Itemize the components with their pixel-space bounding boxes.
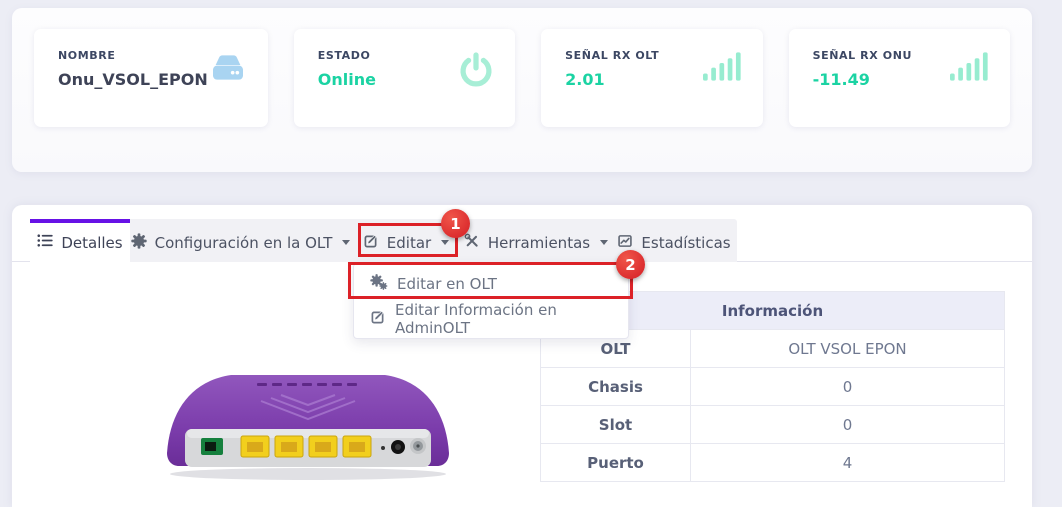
tools-icon <box>464 233 480 253</box>
row-olt-value: OLT VSOL EPON <box>690 329 1005 368</box>
detail-panel: Detalles <box>12 205 1032 507</box>
chevron-down-icon <box>600 240 609 245</box>
info-table: Información OLT OLT VSOL EPON Chasis 0 S… <box>540 291 1005 482</box>
table-row: Puerto 4 <box>540 443 1005 482</box>
annotation-step-badge-1: 1 <box>441 209 470 238</box>
chevron-down-icon <box>342 240 351 245</box>
server-icon <box>208 51 248 89</box>
row-puerto-label: Puerto <box>540 443 691 482</box>
edit-icon <box>370 309 386 329</box>
power-icon <box>457 51 495 95</box>
tab-editar-label: Editar <box>386 233 432 252</box>
signal-bars-icon <box>702 51 743 86</box>
tab-herramientas[interactable]: Herramientas <box>461 219 611 262</box>
card-estado: ESTADO Online <box>293 29 516 127</box>
edit-icon <box>363 233 379 253</box>
card-nombre-value: Onu_VSOL_EPON <box>58 70 208 89</box>
menu-item-editar-informacion-adminolt[interactable]: Editar Información en AdminOLT <box>354 300 628 337</box>
tab-herramientas-label: Herramientas <box>487 233 591 252</box>
signal-bars-icon <box>950 51 990 86</box>
table-row: Chasis 0 <box>540 367 1005 406</box>
card-nombre-label: NOMBRE <box>58 49 116 62</box>
summary-bar: NOMBRE Onu_VSOL_EPON ESTADO Online <box>12 8 1032 172</box>
card-senal-rx-onu: SEÑAL RX ONU -11.49 <box>788 29 1010 127</box>
cogs-icon <box>370 273 388 294</box>
tab-estadisticas-label: Estadísticas <box>641 233 731 252</box>
tab-editar[interactable]: Editar <box>351 219 461 262</box>
card-senal-olt-label: SEÑAL RX OLT <box>565 49 660 62</box>
menu-item-editar-en-olt[interactable]: Editar en OLT <box>354 266 628 301</box>
row-chasis-label: Chasis <box>540 367 691 406</box>
onu-device-image <box>145 337 475 491</box>
chevron-down-icon <box>441 240 450 245</box>
list-icon <box>37 233 54 252</box>
tab-detalles[interactable]: Detalles <box>30 219 130 262</box>
annotation-step-badge-2: 2 <box>616 250 645 279</box>
menu-item-editar-en-olt-label: Editar en OLT <box>397 274 497 293</box>
card-senal-onu-label: SEÑAL RX ONU <box>812 49 913 62</box>
tab-detalles-label: Detalles <box>61 233 123 252</box>
row-chasis-value: 0 <box>690 367 1005 406</box>
chart-line-icon <box>617 233 633 253</box>
row-slot-label: Slot <box>540 405 691 444</box>
menu-item-editar-informacion-label: Editar Información en AdminOLT <box>395 300 557 337</box>
tab-configuracion-olt[interactable]: Configuración en la OLT <box>130 219 351 262</box>
row-puerto-value: 4 <box>690 443 1005 482</box>
card-senal-olt-value: 2.01 <box>565 70 605 89</box>
gear-icon <box>130 232 147 253</box>
tab-configuracion-label: Configuración en la OLT <box>154 233 333 252</box>
tab-bar-row: Detalles <box>12 219 1032 262</box>
card-nombre: NOMBRE Onu_VSOL_EPON <box>34 29 268 127</box>
card-estado-label: ESTADO <box>317 49 371 62</box>
table-row: OLT OLT VSOL EPON <box>540 329 1005 368</box>
card-estado-value: Online <box>317 70 376 89</box>
row-slot-value: 0 <box>690 405 1005 444</box>
table-row: Slot 0 <box>540 405 1005 444</box>
card-senal-onu-value: -11.49 <box>812 70 870 89</box>
editar-dropdown-menu: Editar en OLT Editar Información en Admi… <box>353 263 629 339</box>
card-senal-rx-olt: SEÑAL RX OLT 2.01 <box>541 29 763 127</box>
tab-estadisticas[interactable]: Estadísticas <box>611 219 737 262</box>
